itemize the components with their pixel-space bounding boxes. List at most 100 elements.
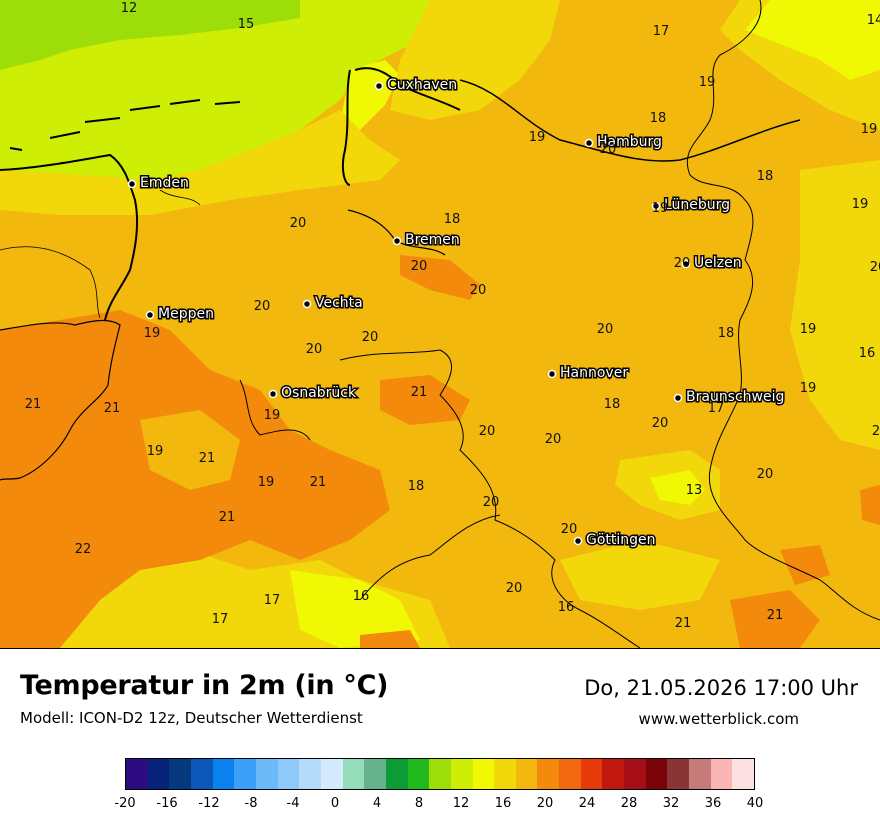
city-labels: Cuxhaven Hamburg Emden Bremen Lüneburg U…	[139, 76, 786, 550]
temp-value: 20	[870, 260, 880, 275]
legend-swatch	[494, 759, 516, 789]
temp-value: 20	[254, 299, 271, 314]
state-border-south	[339, 349, 641, 648]
temp-value: 21	[104, 401, 121, 416]
legend-tick-label: 20	[536, 796, 554, 811]
zone-21-center	[380, 375, 470, 425]
zone-20-west-pocket	[140, 410, 240, 490]
temp-value: 21	[25, 397, 42, 412]
legend-tick-label: -16	[156, 796, 178, 811]
legend-swatch	[537, 759, 560, 789]
legend-tick-label: 0	[330, 796, 340, 811]
city-dot-lueneburg[interactable]	[651, 201, 661, 211]
legend-swatch	[472, 759, 495, 789]
legend-swatch	[689, 759, 711, 789]
state-border-east	[686, 0, 880, 621]
temp-value: 20	[483, 495, 500, 510]
temp-value: 18	[757, 169, 774, 184]
temp-value: 15	[238, 17, 255, 32]
temp-value: 19	[852, 197, 869, 212]
legend-swatch	[190, 759, 213, 789]
city-dot-goettingen[interactable]	[573, 536, 583, 546]
legend-swatch	[342, 759, 365, 789]
legend-swatch	[320, 759, 343, 789]
legend-tick-label: 4	[372, 796, 382, 811]
city-dot-osnabrueck[interactable]	[268, 389, 278, 399]
city-dot-vechta[interactable]	[302, 299, 312, 309]
zone-21-east-edge	[860, 485, 880, 525]
legend-tick-label: -20	[114, 796, 136, 811]
temp-value: 20	[597, 322, 614, 337]
temp-value: 18	[444, 212, 461, 227]
legend-swatch	[234, 759, 256, 789]
temp-value: 16	[558, 600, 575, 615]
city-dot-hannover[interactable]	[547, 369, 557, 379]
zone-13-core	[650, 470, 705, 505]
legend-tick-label: 16	[494, 796, 512, 811]
legend-swatch	[147, 759, 170, 789]
zone-16-south	[290, 570, 420, 648]
temp-value: 18	[408, 479, 425, 494]
temp-value: 18	[650, 111, 667, 126]
temp-value: 20	[545, 432, 562, 447]
city-dot-emden[interactable]	[127, 179, 137, 189]
city-dot-braunschweig[interactable]	[673, 393, 683, 403]
city-dot-hamburg[interactable]	[584, 138, 594, 148]
city-label-emden: Emden	[140, 175, 189, 191]
city-label-meppen: Meppen	[158, 306, 214, 322]
temp-value: 20	[561, 522, 578, 537]
temp-value: 20	[674, 256, 691, 271]
map-title: Temperatur in 2m (in °C)	[20, 670, 389, 701]
sea-zone-yellowgreen	[0, 0, 430, 180]
temperature-values: 12 15 17 14 19 18 19 20 19 18 20 18 19 1…	[25, 1, 880, 631]
city-label-hamburg: Hamburg	[597, 134, 662, 150]
city-dot-meppen[interactable]	[145, 310, 155, 320]
city-label-lueneburg: Lüneburg	[664, 197, 730, 213]
coastline	[0, 67, 461, 321]
legend-swatch	[710, 759, 733, 789]
temp-value: 21	[675, 616, 692, 631]
temp-value: 17	[708, 401, 725, 416]
zone-19-north-center	[390, 0, 560, 120]
sea-zone-green	[0, 0, 300, 70]
temperature-map[interactable]: Cuxhaven Hamburg Emden Bremen Lüneburg U…	[0, 0, 880, 649]
elbe-river	[459, 79, 801, 162]
legend-tick-label: 40	[746, 796, 764, 811]
zone-21-bremen-south	[400, 255, 480, 300]
legend-swatch	[450, 759, 473, 789]
temp-value: 19	[258, 475, 275, 490]
city-markers	[127, 81, 691, 546]
website-link[interactable]: www.wetterblick.com	[638, 710, 799, 728]
city-dot-bremen[interactable]	[392, 236, 402, 246]
temp-value: 20	[306, 342, 323, 357]
district-lines	[0, 189, 201, 319]
temp-value: 20	[600, 142, 617, 157]
legend-tick-label: 12	[452, 796, 470, 811]
city-dot-uelzen[interactable]	[681, 259, 691, 269]
legend-tick-label: 32	[662, 796, 680, 811]
legend-swatch	[515, 759, 538, 789]
legend-swatch	[299, 759, 321, 789]
temp-value: 21	[199, 451, 216, 466]
temp-value: 21	[219, 510, 236, 525]
temp-value: 20	[411, 259, 428, 274]
zone-19-north	[0, 110, 400, 215]
legend-swatch	[169, 759, 191, 789]
city-label-bremen: Bremen	[405, 232, 460, 248]
city-dot-cuxhaven[interactable]	[374, 81, 384, 91]
temp-value: 21	[310, 475, 327, 490]
temp-value: 21	[411, 385, 428, 400]
legend-swatch	[126, 759, 148, 789]
temp-value: 20	[506, 581, 523, 596]
legend-swatch	[602, 759, 625, 789]
city-label-goettingen: Göttingen	[586, 532, 656, 548]
city-label-braunschweig: Braunschweig	[686, 389, 784, 405]
temp-value: 12	[121, 1, 138, 16]
legend-swatch	[277, 759, 300, 789]
city-label-uelzen: Uelzen	[694, 255, 742, 271]
temp-value: 19	[699, 75, 716, 90]
temp-value: 19	[147, 444, 164, 459]
map-model-source: Modell: ICON-D2 12z, Deutscher Wetterdie…	[20, 709, 363, 727]
legend-swatch	[580, 759, 603, 789]
legend-tick-label: -4	[286, 796, 300, 811]
